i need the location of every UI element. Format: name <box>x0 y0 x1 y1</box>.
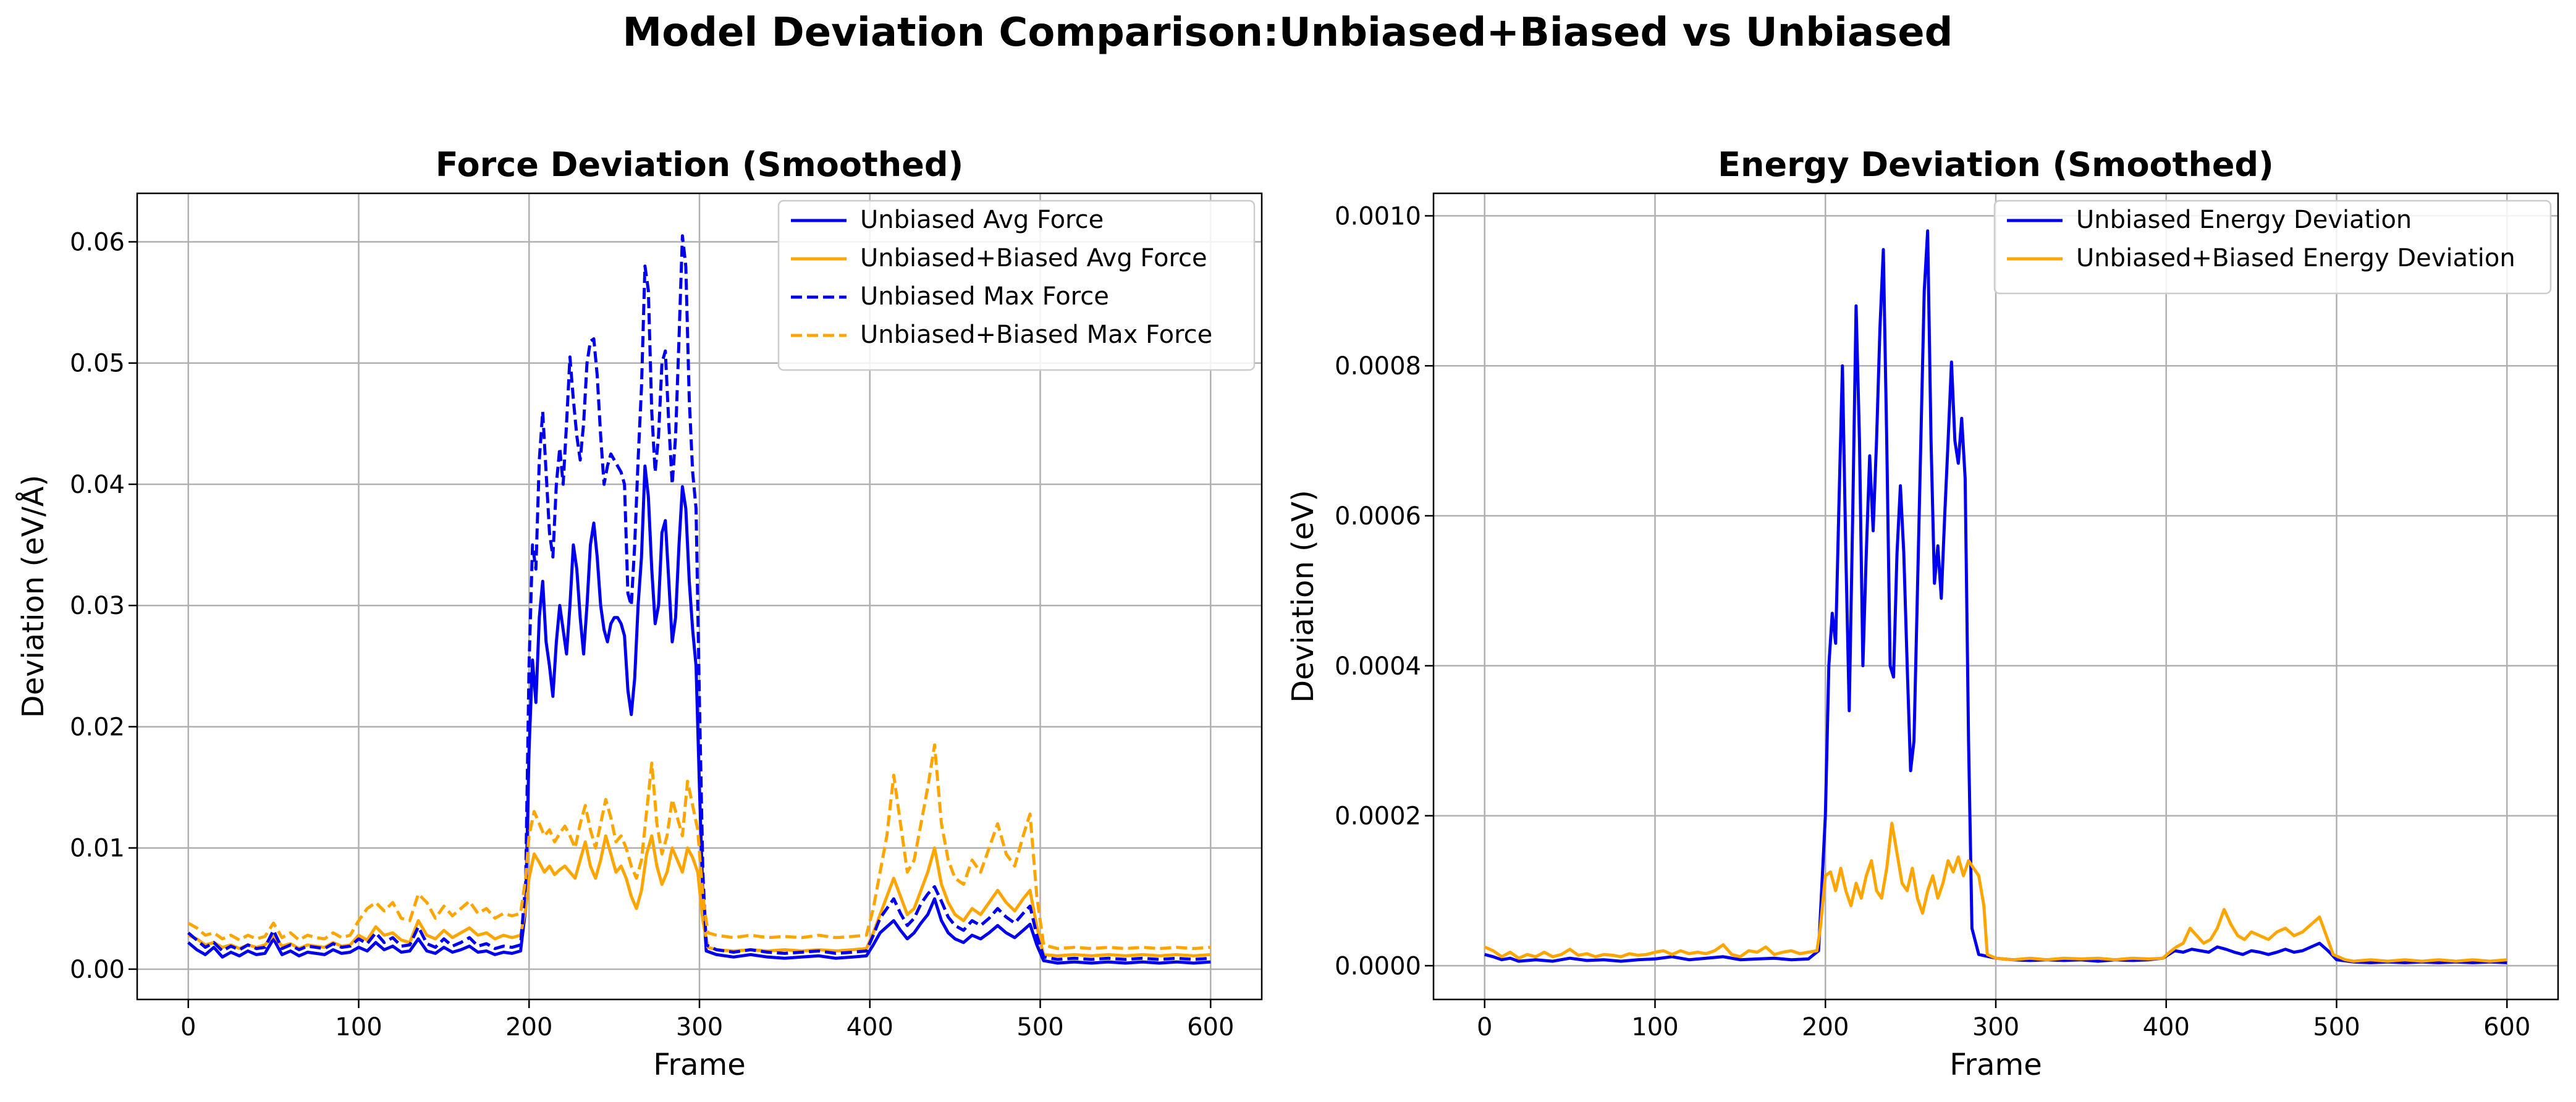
legend: Unbiased Energy Deviation Unbiased+Biased… <box>1993 200 2552 295</box>
legend-box <box>777 200 1256 371</box>
x-tick-label: 200 <box>505 1013 552 1041</box>
x-tick-label: 0 <box>180 1013 196 1041</box>
y-tick-label: 0.0002 <box>1335 802 1421 831</box>
series-line-unbiased-biased-max-force <box>187 743 1211 951</box>
series-line-unbiased-max-force <box>187 234 1211 961</box>
legend-entry: Unbiased+Biased Max Force <box>860 321 1212 349</box>
y-tick-label: 0.0010 <box>1335 202 1421 230</box>
legend: Unbiased Avg Force Unbiased+Biased Avg Fo… <box>777 200 1256 371</box>
y-tick-label: 0.00 <box>70 956 125 984</box>
y-tick-label: 0.01 <box>70 835 125 863</box>
legend-entry: Unbiased Avg Force <box>860 206 1104 234</box>
y-tick-label: 0.03 <box>70 592 125 620</box>
y-tick-label: 0.0008 <box>1335 352 1421 381</box>
x-tick-label: 600 <box>2483 1013 2530 1041</box>
x-tick-label: 600 <box>1187 1013 1234 1041</box>
x-axis-label: Frame <box>1949 1048 2042 1082</box>
chart-title: Force Deviation (Smoothed) <box>436 145 963 184</box>
series-lines <box>187 234 1211 965</box>
legend-box <box>1993 200 2552 295</box>
force-deviation-panel: 0 100 200 300 400 500 600 0.00 0.01 0.02 0.03 0.04 0… <box>15 145 1263 1082</box>
legend-entry: Unbiased+Biased Avg Force <box>860 244 1207 272</box>
y-tick-label: 0.02 <box>70 713 125 741</box>
chart-title: Energy Deviation (Smoothed) <box>1718 145 2274 184</box>
y-axis-label: Deviation (eV/Å) <box>15 475 51 718</box>
x-axis-label: Frame <box>653 1048 746 1082</box>
legend-entry: Unbiased+Biased Energy Deviation <box>2076 244 2515 272</box>
y-tick-label: 0.04 <box>70 471 125 499</box>
y-tick-label: 0.0004 <box>1335 652 1421 681</box>
y-tick-label: 0.05 <box>70 350 125 378</box>
legend-entry: Unbiased Energy Deviation <box>2076 206 2412 234</box>
x-tick-label: 500 <box>1016 1013 1063 1041</box>
series-line-unbiased-biased-avg-force <box>187 834 1211 957</box>
series-line-unbiased-avg-force <box>187 465 1211 965</box>
legend-entry: Unbiased Max Force <box>860 282 1109 311</box>
figure-suptitle: Model Deviation Comparison:Unbiased+Bias… <box>623 10 1953 56</box>
x-tick-label: 400 <box>847 1013 893 1041</box>
series-lines <box>1484 229 2507 964</box>
series-line-unbiased-biased-energy-deviation <box>1484 822 2507 963</box>
y-axis-label: Deviation (eV) <box>1286 490 1320 703</box>
x-tick-label: 200 <box>1802 1013 1849 1041</box>
x-tick-label: 500 <box>2313 1013 2360 1041</box>
y-tick-label: 0.0000 <box>1335 952 1421 980</box>
x-tick-label: 100 <box>335 1013 382 1041</box>
y-tick-label: 0.06 <box>70 228 125 256</box>
x-tick-label: 400 <box>2143 1013 2190 1041</box>
energy-deviation-panel: 0 100 200 300 400 500 600 0.0000 0.0002 0.0004 0.0… <box>1286 145 2559 1082</box>
x-tick-label: 300 <box>676 1013 723 1041</box>
series-line-unbiased-energy-deviation <box>1484 229 2507 964</box>
y-tick-label: 0.0006 <box>1335 502 1421 531</box>
x-tick-label: 100 <box>1631 1013 1678 1041</box>
x-tick-label: 0 <box>1477 1013 1492 1041</box>
x-tick-label: 300 <box>1972 1013 2019 1041</box>
